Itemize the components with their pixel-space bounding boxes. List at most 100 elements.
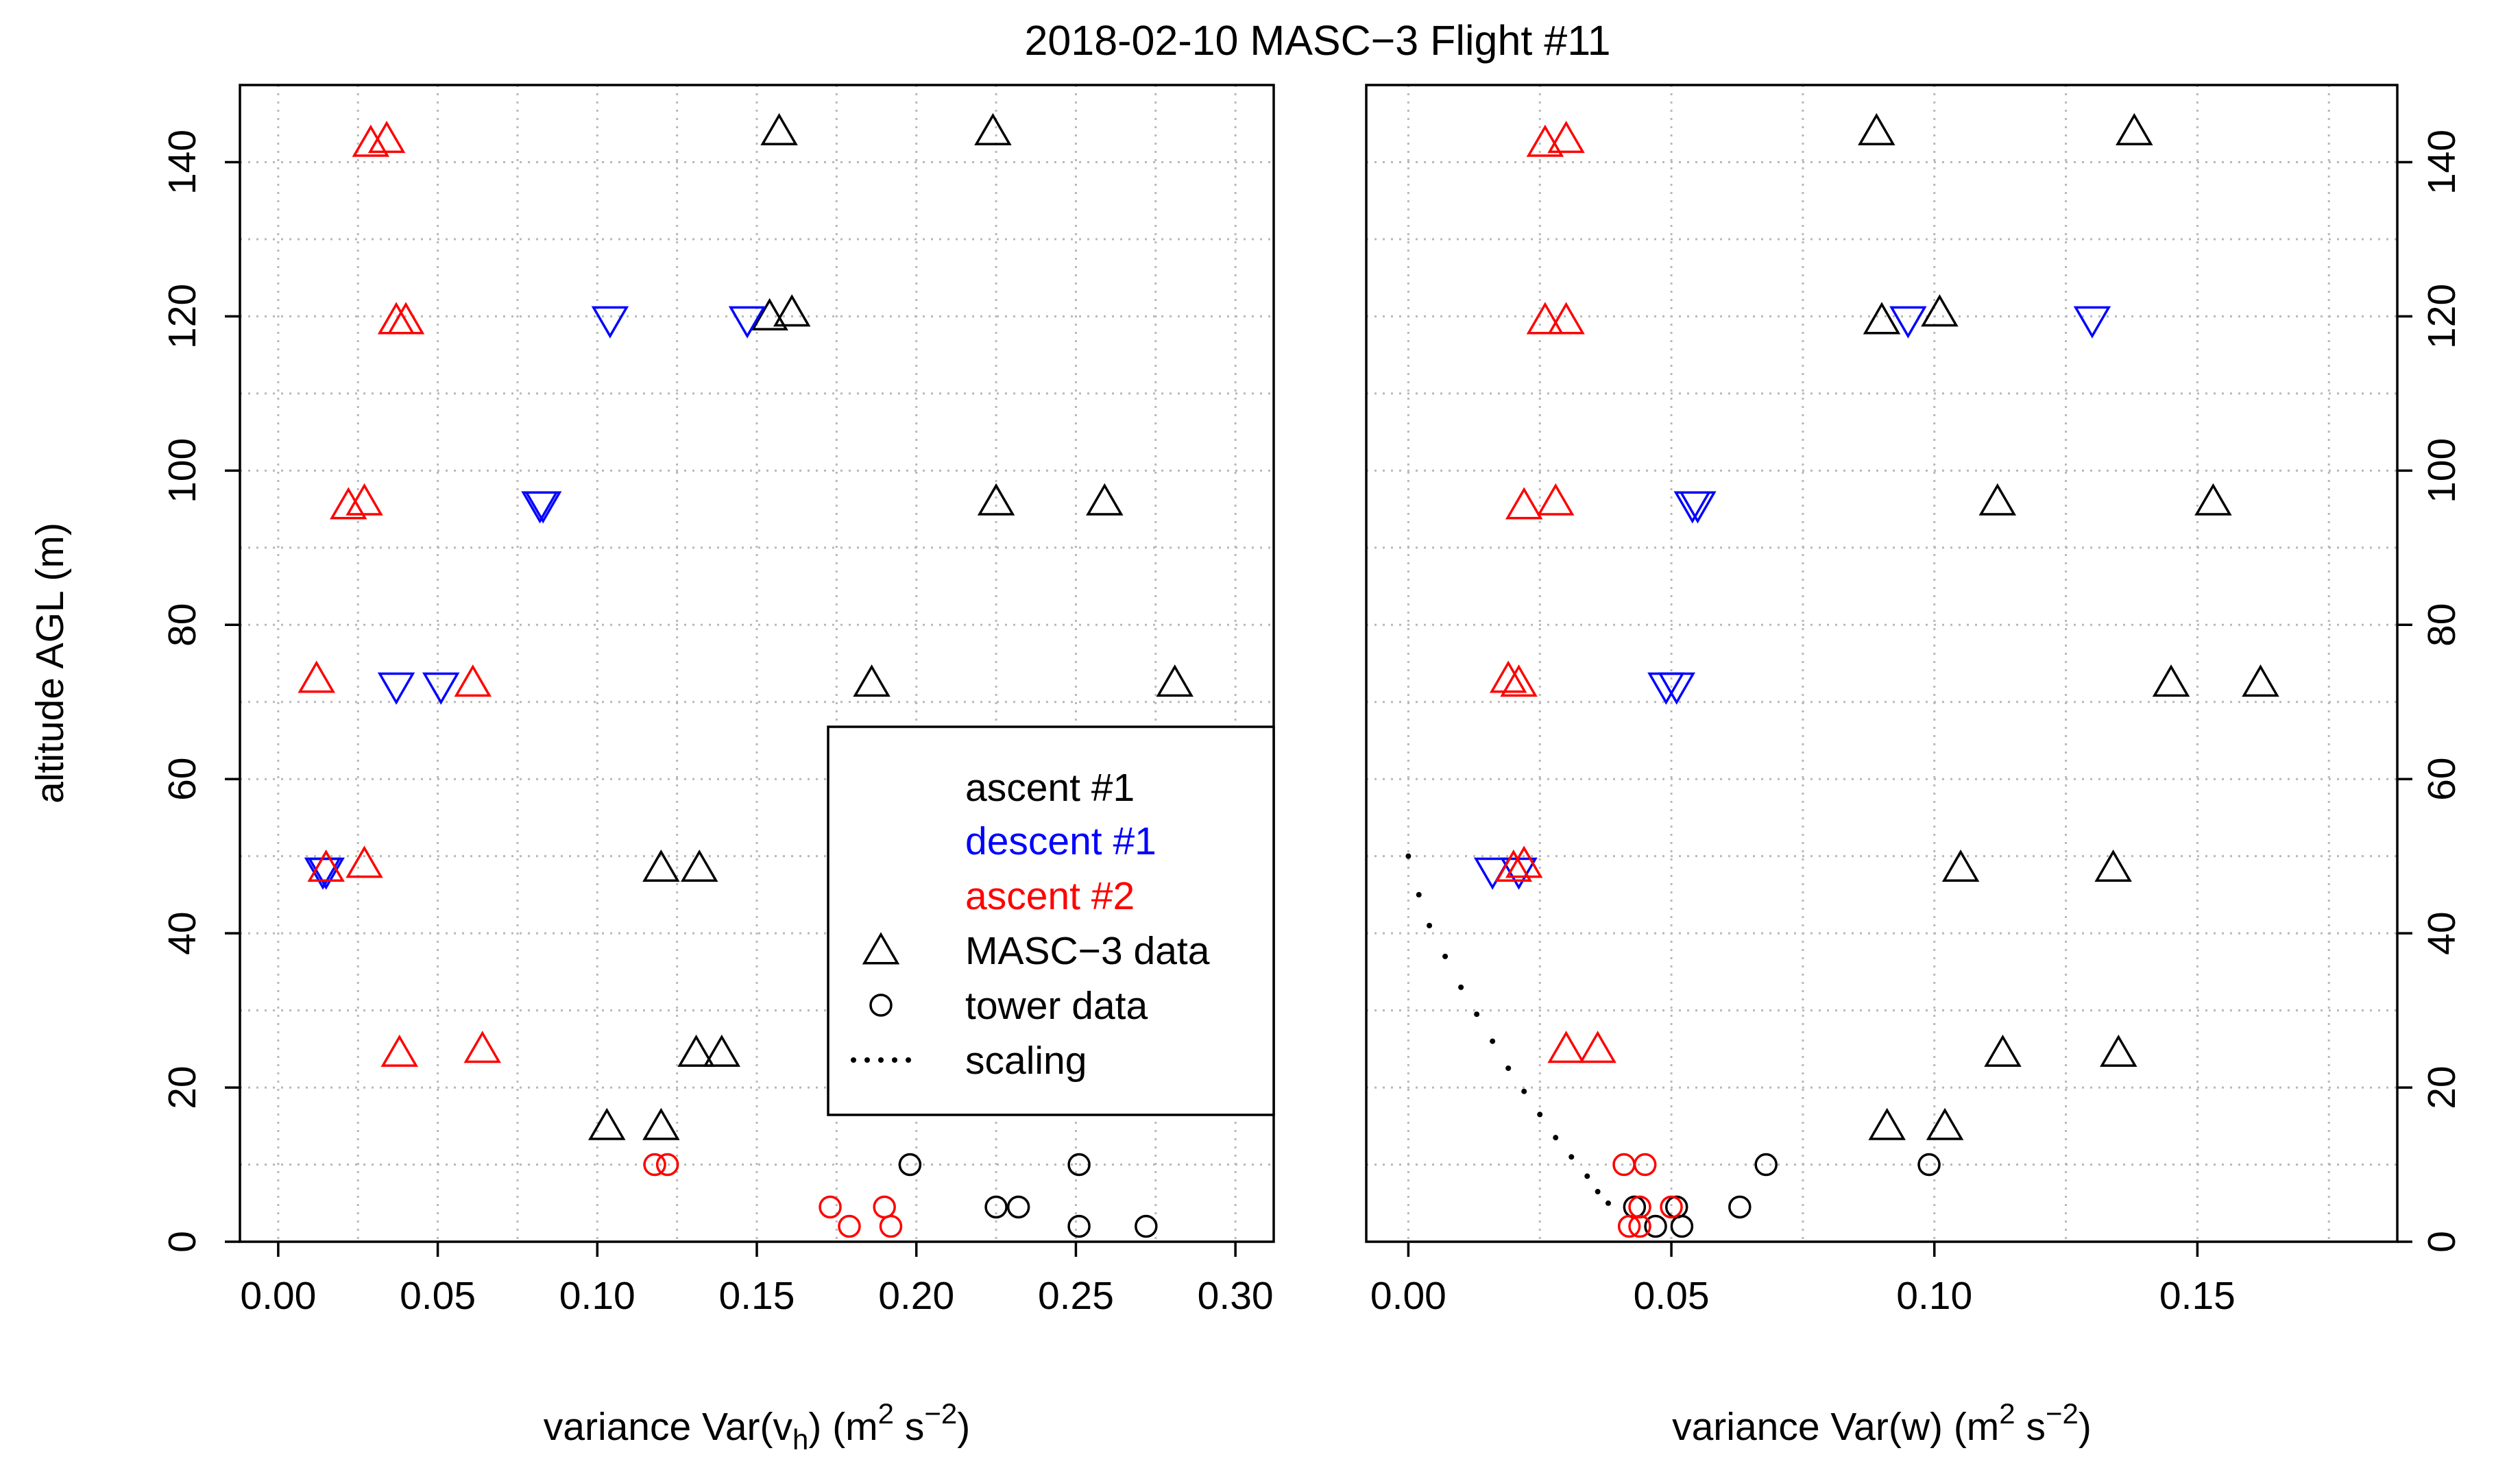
y-tick-label: 20 — [2420, 1066, 2464, 1109]
legend-triangle-icon — [862, 932, 900, 965]
data-point-triangle-up — [352, 124, 390, 157]
data-point-circle — [1067, 1214, 1091, 1238]
y-tick-label: 140 — [160, 130, 204, 195]
data-point-triangle-up — [1526, 124, 1564, 157]
data-point-circle — [1006, 1195, 1030, 1219]
data-point-triangle-up — [1156, 664, 1194, 697]
left-panel: 0.00 0.05 0.10 0.15 0.20 0.25 0.30 0 20 40 60 80 100… — [28, 84, 1275, 1456]
data-point-triangle-down — [1679, 491, 1717, 524]
left-xlabel-sup: 2 — [878, 1397, 894, 1430]
left-marks — [298, 112, 1194, 1238]
x-tick-label: 0.05 — [400, 1274, 476, 1318]
data-point-triangle-up — [2242, 664, 2279, 697]
legend-scaling-dot — [878, 1057, 884, 1063]
legend-symbols — [851, 932, 911, 1063]
data-point-triangle-up — [1086, 483, 1124, 516]
y-tick-label: 80 — [160, 603, 204, 647]
data-point-triangle-down — [422, 672, 460, 705]
data-point-triangle-up — [463, 1031, 501, 1063]
scaling-dot — [1553, 1135, 1559, 1141]
right-xlabel-sup: 2 — [1999, 1397, 2015, 1430]
right-xlabel-part: variance Var(w) (m — [1672, 1405, 1999, 1449]
data-point-triangle-up — [2152, 664, 2190, 697]
data-point-circle — [643, 1153, 666, 1177]
data-point-triangle-up — [773, 294, 811, 327]
x-tick-label: 0.15 — [719, 1274, 795, 1318]
legend-tower-data: tower data — [965, 984, 1148, 1028]
data-point-circle — [1644, 1214, 1667, 1238]
scaling-dot — [1427, 922, 1433, 928]
data-point-circle — [1628, 1214, 1651, 1238]
y-tick-label: 60 — [2420, 757, 2464, 800]
data-point-triangle-up — [1494, 849, 1533, 882]
data-point-triangle-up — [1921, 294, 1959, 327]
data-point-circle — [984, 1195, 1008, 1219]
left-xlabel-part: ) — [957, 1405, 970, 1449]
data-point-circle — [1754, 1153, 1778, 1177]
data-point-circle — [1067, 1153, 1091, 1177]
x-tick-label: 0.05 — [1634, 1274, 1710, 1318]
scaling-dot — [1416, 891, 1422, 898]
scaling-dot — [1405, 853, 1412, 859]
scaling-dot — [1568, 1154, 1575, 1160]
data-point-triangle-up — [330, 487, 367, 520]
scaling-dot — [1605, 1200, 1611, 1206]
data-point-triangle-down — [1658, 672, 1695, 705]
left-xlabel-part: ) (m — [808, 1405, 877, 1449]
data-point-triangle-up — [853, 664, 891, 697]
left-x-axis-label: variance Var(vh) (m2 s−2) — [544, 1397, 970, 1456]
x-tick-label: 0.00 — [1370, 1274, 1446, 1318]
scaling-dot — [1584, 1173, 1590, 1179]
scaling-dot — [1458, 984, 1464, 990]
right-ticks: 0.00 0.05 0.10 0.15 0 20 40 60 80 100 120 140 — [1370, 130, 2464, 1318]
y-tick-label: 140 — [2420, 130, 2464, 195]
scaling-dot — [1474, 1011, 1480, 1018]
chart-title: 2018-02-10 MASC−3 Flight #11 — [1024, 17, 1610, 64]
scaling-dot — [1595, 1188, 1601, 1194]
right-x-axis-label: variance Var(w) (m2 s−2) — [1672, 1397, 2092, 1449]
y-tick-label: 0 — [160, 1231, 204, 1253]
data-point-triangle-up — [1547, 1031, 1585, 1063]
data-point-triangle-up — [380, 1034, 418, 1067]
legend-masc-data: MASC−3 data — [965, 929, 1210, 973]
data-point-triangle-up — [346, 483, 383, 516]
left-y-axis-label: altitude AGL (m) — [28, 522, 72, 804]
scaling-dot — [1521, 1088, 1527, 1094]
data-point-triangle-up — [2100, 1034, 2137, 1067]
data-point-triangle-up — [1547, 121, 1585, 154]
scaling-dot — [1537, 1111, 1543, 1118]
data-point-triangle-up — [677, 1034, 715, 1067]
data-point-triangle-up — [1978, 483, 2017, 516]
data-point-triangle-down — [728, 306, 766, 339]
data-point-circle — [1670, 1214, 1694, 1238]
data-point-circle — [655, 1153, 679, 1177]
data-point-triangle-up — [751, 298, 788, 330]
data-point-triangle-up — [588, 1107, 626, 1140]
x-tick-label: 0.20 — [878, 1274, 954, 1318]
data-point-triangle-up — [1526, 302, 1564, 335]
scaling-dot — [1490, 1038, 1496, 1044]
y-tick-label: 40 — [160, 911, 204, 954]
y-tick-label: 80 — [2420, 603, 2464, 647]
data-point-circle — [1628, 1195, 1651, 1219]
y-tick-label: 0 — [2420, 1231, 2464, 1253]
data-point-triangle-up — [307, 849, 345, 882]
right-xlabel-sup: −2 — [2046, 1397, 2079, 1430]
data-point-triangle-down — [377, 672, 415, 705]
data-point-triangle-up — [977, 483, 1015, 516]
legend-scaling-dot — [892, 1057, 897, 1063]
right-xlabel-part: s — [2015, 1405, 2046, 1449]
legend-scaling-dot — [864, 1057, 870, 1063]
y-tick-label: 20 — [160, 1066, 204, 1109]
right-xlabel-part: ) — [2079, 1405, 2092, 1449]
data-point-triangle-up — [1868, 1107, 1906, 1140]
data-point-triangle-up — [1579, 1031, 1616, 1063]
data-point-triangle-up — [703, 1034, 741, 1067]
data-point-circle — [1617, 1214, 1641, 1238]
data-point-triangle-up — [454, 664, 492, 697]
data-point-triangle-down — [307, 857, 345, 890]
x-tick-label: 0.15 — [2159, 1274, 2236, 1318]
x-tick-label: 0.10 — [1896, 1274, 1972, 1318]
left-xlabel-sub: h — [792, 1423, 808, 1456]
left-xlabel-part: s — [894, 1405, 924, 1449]
